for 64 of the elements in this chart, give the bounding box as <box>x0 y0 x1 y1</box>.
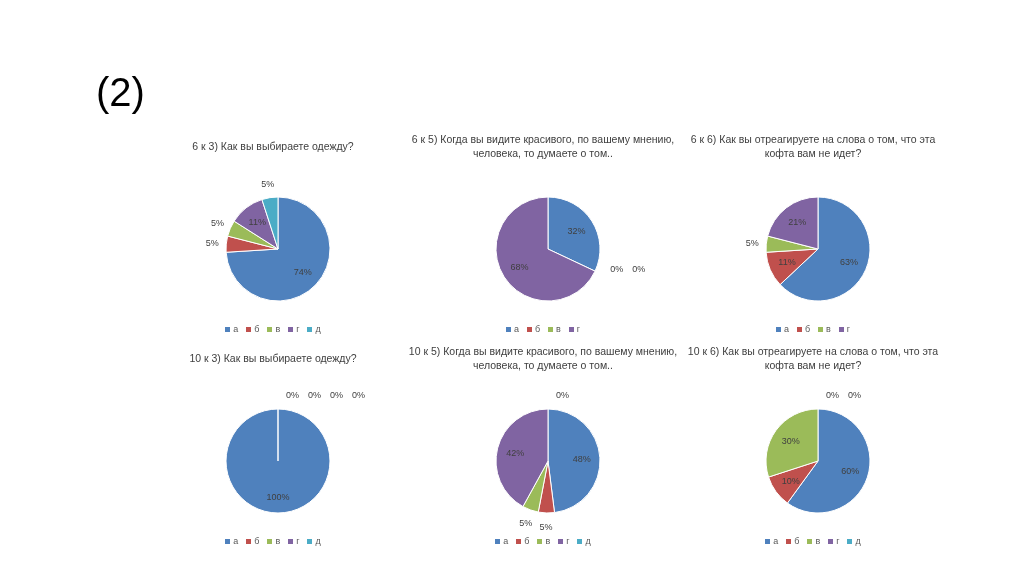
text: 0% <box>826 390 840 400</box>
text: 0% <box>308 390 322 400</box>
chart-title: 10 к 3) Как вы выбираете одежду? <box>188 351 358 366</box>
data-label: 5% <box>261 178 275 189</box>
legend-label: д <box>314 324 321 334</box>
legend-label: г <box>835 536 840 546</box>
legend-label: д <box>584 536 591 546</box>
data-label: 5% <box>205 237 219 248</box>
text: 0% <box>632 263 646 274</box>
text: 0% <box>610 263 624 274</box>
legend-label: в <box>274 324 281 334</box>
legend-label: в <box>555 324 561 334</box>
legend-label: б <box>803 324 811 334</box>
legend-label: а <box>772 536 779 546</box>
pie-slice <box>225 196 331 302</box>
data-label: 30% <box>781 436 800 447</box>
legend-label: д <box>854 536 861 546</box>
data-label: 42% <box>506 447 525 458</box>
data-label: 32% <box>567 225 586 236</box>
legend-label: г <box>575 324 581 334</box>
legend-label: а <box>512 324 519 334</box>
data-label: 5% <box>745 237 759 248</box>
chart-title: 6 к 5) Когда вы видите красивого, по вашему мнению, человека, то думаете о том.. <box>410 132 676 161</box>
chart-title: 10 к 6) Как вы отреагируете на слова о том, что эта кофта вам не идет? <box>686 344 940 373</box>
data-label: 21% <box>788 217 807 228</box>
legend-label: в <box>544 536 551 546</box>
text: 0% <box>352 390 366 400</box>
legend-label: г <box>845 324 851 334</box>
legend-label: а <box>232 536 239 546</box>
chart-title: 6 к 6) Как вы отреагируете на слова о том, что эта кофта вам не идет? <box>689 132 937 161</box>
data-label: 5% <box>539 521 553 532</box>
legend-label: б <box>533 324 541 334</box>
chart-title: 10 к 5) Когда вы видите красивого, по вашему мнению, человека, то думаете о том.. <box>408 344 678 373</box>
data-label: 11% <box>778 257 796 268</box>
data-label: 10% <box>781 475 800 486</box>
legend-label: г <box>565 536 570 546</box>
data-label: 48% <box>572 453 591 464</box>
data-label: 74% <box>293 267 312 278</box>
data-label: 60% <box>841 466 860 477</box>
data-label: 68% <box>510 262 529 273</box>
text: 0% <box>286 390 300 400</box>
text: (2) <box>96 70 145 115</box>
data-label: 5% <box>519 518 533 529</box>
legend-label: в <box>814 536 821 546</box>
legend-label: а <box>782 324 789 334</box>
text: 0% <box>556 390 570 400</box>
legend-label: б <box>523 536 530 546</box>
legend-label: в <box>274 536 281 546</box>
legend-label: б <box>253 536 260 546</box>
legend-label: а <box>502 536 509 546</box>
legend-label: а <box>232 324 239 334</box>
data-label: 11% <box>248 217 266 228</box>
chart-title: 6 к 3) Как вы выбираете одежду? <box>191 139 355 154</box>
legend-label: г <box>295 324 300 334</box>
text: 0% <box>848 390 862 400</box>
data-label: 100% <box>266 492 290 503</box>
legend-label: д <box>314 536 321 546</box>
data-label: 5% <box>210 217 224 228</box>
legend-label: б <box>793 536 800 546</box>
data-label: 63% <box>840 257 859 268</box>
text: 0% <box>330 390 344 400</box>
legend-label: г <box>295 536 300 546</box>
legend-label: б <box>253 324 260 334</box>
legend-label: в <box>825 324 831 334</box>
